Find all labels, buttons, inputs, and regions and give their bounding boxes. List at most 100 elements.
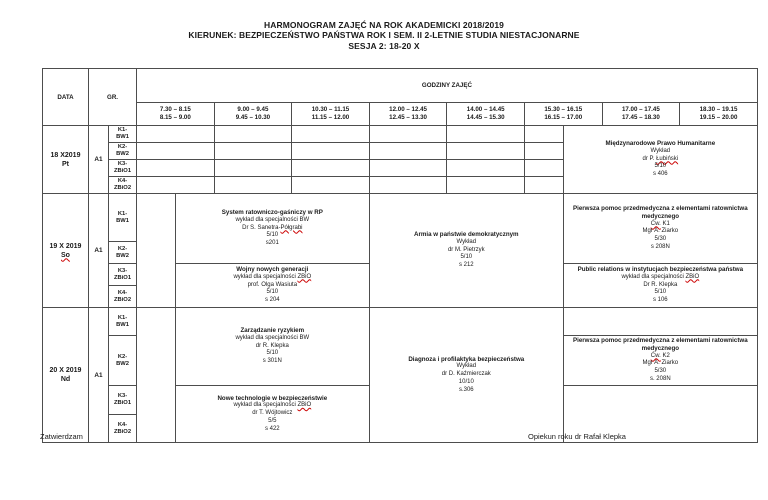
class-title: Zarządzanie ryzykiem (240, 327, 305, 335)
class-lecturer: Mgr A. Ziarko (642, 360, 679, 367)
class-room: s. 208N (649, 375, 671, 382)
class-lecturer: prof. Olga Wasiuta (247, 281, 298, 288)
empty-slot (368, 142, 448, 160)
class-room: s.306 (458, 386, 474, 393)
class-hours: 5/5 (268, 417, 277, 424)
class-type: Ćw. K1 (650, 220, 670, 227)
empty-slot (136, 159, 215, 177)
subgroup-k4-zbio2: K4- ZBiO2 (107, 285, 138, 308)
class-room: s 212 (458, 262, 474, 269)
day3-row3: K3- ZBiO1 Nowe technologie w bezpieczeńs… (43, 385, 758, 443)
empty-slot (368, 125, 448, 143)
class-cell-pp1: Pierwsza pomoc przedmedyczna z elementam… (562, 193, 758, 264)
header-gr: GR. (87, 68, 138, 126)
class-hours: 5/30 (654, 236, 667, 243)
subgroup-k2-bw2: K2- BW2 (107, 335, 138, 386)
empty-slot (523, 142, 564, 160)
header-row-2: 7.30 – 8.15 8.15 – 9.00 9.00 – 9.45 9.45… (43, 102, 758, 126)
header-data: DATA (42, 68, 89, 126)
time-slot-2: 9.00 – 9.45 9.45 – 10.30 (213, 102, 293, 126)
day3-row4: K4- ZBiO2 (43, 414, 758, 443)
empty-slot (446, 125, 525, 143)
time-slot-7: 17.00 – 17.45 17.45 – 18.30 (601, 102, 681, 126)
empty-slot (523, 159, 564, 177)
empty-slot (523, 176, 564, 194)
date-text: 18 X2019 (50, 151, 81, 159)
empty-slot (291, 159, 370, 177)
empty-slot (446, 176, 525, 194)
class-cell-mph: Międzynarodowe Prawo Humanitarne Wykład … (562, 125, 758, 194)
empty-slot (213, 176, 293, 194)
class-cell-armia: Armia w państwie demokratycznym Wykład d… (368, 193, 564, 308)
approval-label: Zatwierdzam (40, 432, 83, 441)
class-cell-zr: Zarządzanie ryzykiem wykład dla specjaln… (174, 307, 370, 386)
group-cell-day2: A1 (88, 193, 109, 308)
schedule-table: DATA GR. GODZINY ZAJĘĆ 7.30 – 8.15 8.15 … (42, 68, 758, 443)
day2-row2: K2- BW2 (43, 241, 758, 264)
class-room: s 204 (264, 297, 280, 304)
class-room: s 208N (650, 243, 670, 250)
class-hours: 5/10 (266, 350, 279, 357)
empty-slot (368, 159, 448, 177)
empty-slot (213, 159, 293, 177)
class-hours: 10/10 (458, 378, 474, 385)
subgroup-k3-zbio1: K3- ZBiO1 (107, 263, 138, 286)
class-hours: 5/30 (654, 368, 667, 375)
subgroup-k4-zbio2: K4- ZBiO2 (107, 176, 138, 194)
class-room: s201 (265, 240, 279, 247)
class-cell-nt: Nowe technologie w bezpieczeństwie wykła… (174, 385, 370, 443)
doc-title-line2: KIERUNEK: BEZPIECZEŃSTWO PAŃSTWA ROK I S… (188, 30, 580, 41)
class-title: Pierwsza pomoc przedmedyczna z elementam… (572, 205, 748, 220)
date-cell-day3: 20 X 2019 Nd (42, 307, 89, 443)
class-cell-pr: Public relations w instytucjach bezpiecz… (562, 263, 758, 308)
class-type: wykład dla specjalności ZBiO (621, 273, 700, 280)
class-type: wykład dla specjalności BW (235, 334, 310, 341)
class-type: wykład dla specjalności ZBiO (233, 273, 312, 280)
header-godziny: GODZINY ZAJĘĆ (136, 68, 758, 103)
time-slot-6: 15.30 – 16.15 16.15 – 17.00 (523, 102, 603, 126)
day1-row4: K4- ZBiO2 (43, 176, 758, 194)
class-lecturer: dr R. Klepka (255, 342, 289, 349)
subgroup-k1-bw1: K1- BW1 (107, 125, 138, 143)
class-lecturer: dr P. Łubiński (642, 155, 679, 162)
class-room: s 301N (262, 358, 282, 365)
empty-slot (562, 385, 758, 443)
empty-slot (523, 125, 564, 143)
empty-slot (446, 142, 525, 160)
class-type: Wykład (456, 363, 477, 370)
class-hours: 5/10 (654, 289, 667, 296)
class-hours: 5/10 (266, 289, 279, 296)
class-title: Wojny nowych generacji (236, 266, 309, 274)
date-text: 20 X 2019 (49, 367, 82, 374)
class-title: System ratowniczo-gaśniczy w RP (221, 209, 323, 217)
time-slot-8: 18.30 – 19.15 19.15 – 20.00 (679, 102, 758, 126)
time-slot-1: 7.30 – 8.15 8.15 – 9.00 (136, 102, 215, 126)
day-text: So (61, 251, 70, 259)
class-room: s 106 (652, 297, 668, 304)
class-type: Wykład (456, 238, 477, 245)
empty-strip (136, 307, 176, 443)
day3-row2: K2- BW2 Pierwsza pomoc przedmedyczna z e… (43, 335, 758, 386)
class-type: Wykład (650, 147, 671, 154)
doc-title-line1: HARMONOGRAM ZAJĘĆ NA ROK AKADEMICKI 2018… (263, 20, 505, 30)
class-lecturer: dr M. Pietrzyk (447, 246, 485, 253)
empty-slot (368, 176, 448, 194)
date-text: 19 X 2019 (49, 242, 82, 250)
class-hours: 5/10 (460, 254, 473, 261)
class-lecturer: Dr R. Klepka (643, 281, 678, 288)
subgroup-k1-bw1: K1- BW1 (107, 193, 138, 242)
empty-slot (562, 307, 758, 336)
class-cell-wng: Wojny nowych generacji wykład dla specja… (174, 263, 370, 308)
caretaker-label: Opiekun roku dr Rafał Klepka (528, 432, 626, 441)
class-title: Nowe technologie w bezpieczeństwie (217, 394, 328, 402)
subgroup-k2-bw2: K2- BW2 (107, 142, 138, 160)
day-text: Nd (60, 376, 71, 383)
time-slot-3: 10.30 – 11.15 11.15 – 12.00 (291, 102, 370, 126)
date-cell-day1: 18 X2019 Pt (42, 125, 89, 194)
group-cell-day3: A1 (88, 307, 109, 443)
day1-row3: K3- ZBiO1 (43, 159, 758, 177)
subgroup-k2-bw2: K2- BW2 (107, 241, 138, 264)
subgroup-k3-zbio1: K3- ZBiO1 (107, 385, 138, 415)
class-lecturer: dr T. Wójtowicz (252, 410, 293, 416)
